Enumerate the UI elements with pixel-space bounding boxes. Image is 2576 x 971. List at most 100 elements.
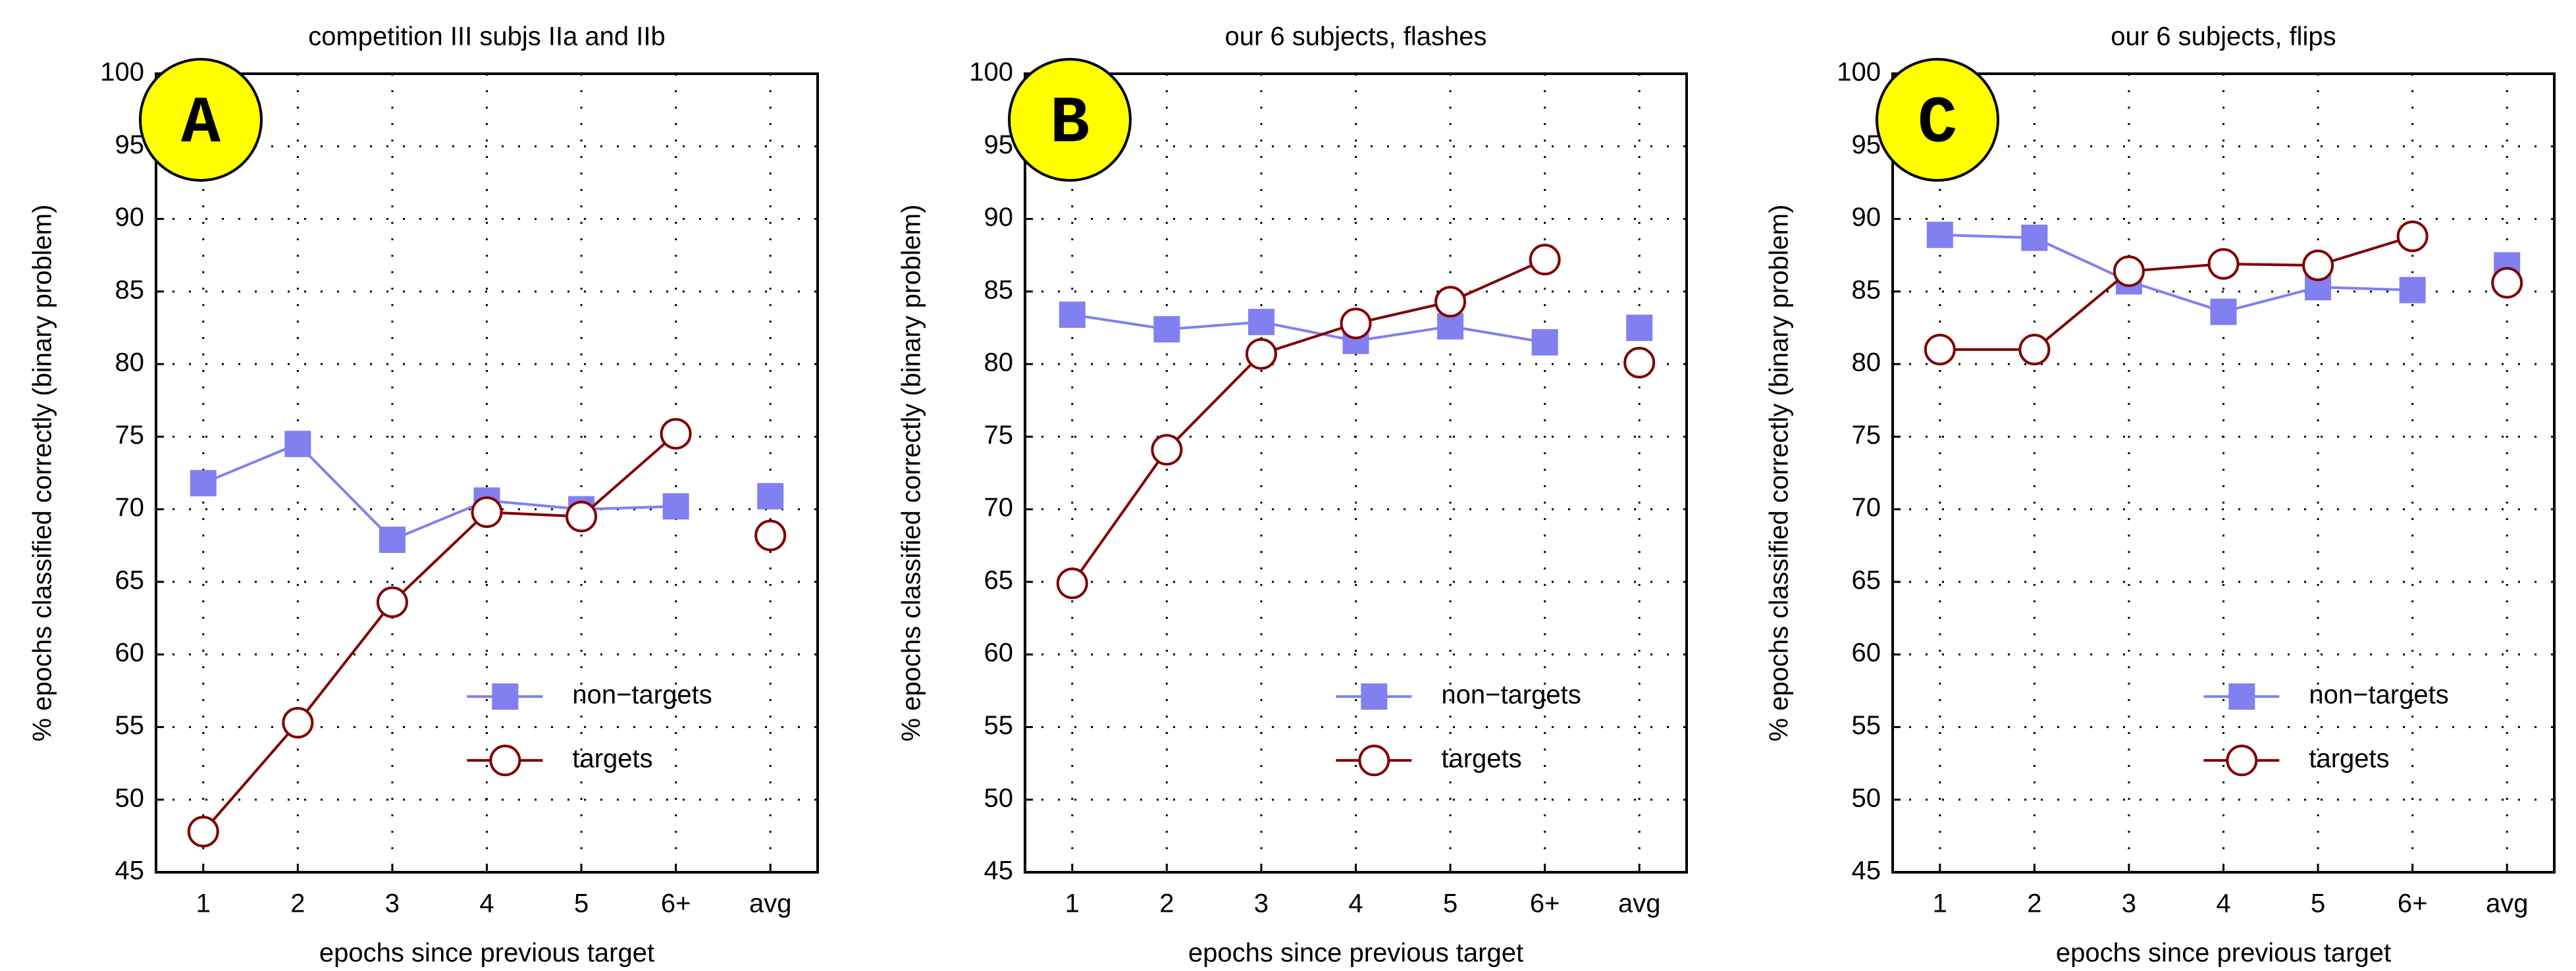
panel-badge xyxy=(1008,58,1132,182)
data-point xyxy=(376,586,408,618)
legend-label: non−targets xyxy=(572,681,712,710)
data-point xyxy=(1340,307,1372,340)
chart-title: competition III subjs IIa and IIb xyxy=(308,22,666,51)
y-tick-label: 50 xyxy=(984,783,1014,812)
data-point xyxy=(1626,314,1653,341)
y-tick-label: 90 xyxy=(1852,203,1881,232)
data-point xyxy=(2396,221,2429,253)
y-tick-label: 80 xyxy=(1852,348,1881,377)
data-point xyxy=(1623,346,1656,379)
data-point xyxy=(1926,221,1953,248)
y-tick-label: 60 xyxy=(1852,639,1881,668)
panel-label: A xyxy=(181,87,221,161)
x-axis-label: epochs since previous target xyxy=(2056,939,2391,968)
data-point xyxy=(471,496,503,529)
y-tick-label: 50 xyxy=(1852,783,1881,812)
x-tick-label: avg xyxy=(1618,889,1661,918)
x-tick-label: 3 xyxy=(385,889,400,918)
y-axis-label: % epochs classified correctly (binary pr… xyxy=(28,205,57,742)
y-tick-label: 45 xyxy=(1852,856,1881,885)
data-point xyxy=(1924,334,1956,366)
data-point xyxy=(1434,286,1467,318)
y-tick-label: 95 xyxy=(115,130,145,159)
x-axis-label: epochs since previous target xyxy=(319,939,654,968)
x-axis-label: epochs since previous target xyxy=(1188,939,1523,968)
data-point xyxy=(284,431,311,458)
y-tick-label: 55 xyxy=(1852,711,1881,740)
plot-frame xyxy=(155,72,819,874)
x-tick-label: 3 xyxy=(2122,889,2136,918)
panel-badge xyxy=(139,58,263,182)
x-tick-label: 2 xyxy=(290,889,305,918)
y-axis-label: % epochs classified correctly (binary pr… xyxy=(897,205,926,742)
y-tick-label: 75 xyxy=(1852,421,1881,450)
series-line xyxy=(202,433,677,833)
legend-marker xyxy=(2228,683,2255,710)
legend-label: non−targets xyxy=(2309,681,2448,710)
legend-marker xyxy=(489,745,521,777)
x-tick-label: 5 xyxy=(2311,889,2325,918)
data-point xyxy=(1529,244,1561,276)
y-tick-label: 100 xyxy=(969,58,1013,87)
data-point xyxy=(662,493,689,520)
data-point xyxy=(2210,298,2237,325)
x-tick-label: 5 xyxy=(1443,889,1458,918)
panel-badge xyxy=(1876,58,1999,182)
data-point xyxy=(1056,567,1088,600)
y-tick-label: 70 xyxy=(984,493,1014,522)
legend-marker xyxy=(2226,745,2258,777)
data-point xyxy=(2399,276,2426,303)
x-tick-label: 2 xyxy=(1159,889,1174,918)
y-tick-label: 45 xyxy=(984,856,1014,885)
data-point xyxy=(187,816,219,848)
y-tick-label: 75 xyxy=(115,421,145,450)
y-tick-label: 55 xyxy=(984,711,1014,740)
data-point xyxy=(2302,249,2334,282)
y-tick-label: 65 xyxy=(984,565,1014,594)
data-point xyxy=(1059,302,1086,328)
chart-title: our 6 subjects, flips xyxy=(2111,22,2336,51)
y-tick-label: 65 xyxy=(1852,565,1881,594)
series-line xyxy=(1072,313,1545,344)
data-point xyxy=(1245,338,1277,370)
data-point xyxy=(1248,309,1275,336)
series-line xyxy=(1939,235,2413,352)
y-tick-label: 80 xyxy=(984,348,1014,377)
y-tick-label: 90 xyxy=(984,203,1014,232)
legend-marker xyxy=(1358,745,1390,777)
y-tick-label: 65 xyxy=(115,565,145,594)
x-tick-label: avg xyxy=(2486,889,2529,918)
data-point xyxy=(565,500,598,533)
data-point xyxy=(2018,334,2051,366)
y-tick-label: 60 xyxy=(115,639,145,668)
legend-label: targets xyxy=(2309,745,2389,774)
y-tick-label: 70 xyxy=(1852,493,1881,522)
y-tick-label: 85 xyxy=(984,275,1014,304)
y-axis-label: % epochs classified correctly (binary pr… xyxy=(1765,205,1794,742)
y-tick-label: 95 xyxy=(984,130,1014,159)
y-tick-label: 45 xyxy=(115,856,145,885)
data-point xyxy=(2113,255,2145,287)
x-tick-label: 1 xyxy=(1065,889,1080,918)
x-tick-label: 4 xyxy=(1348,889,1363,918)
data-point xyxy=(379,526,406,553)
x-tick-label: 1 xyxy=(1933,889,1947,918)
legend-marker xyxy=(1361,683,1388,710)
x-tick-label: 4 xyxy=(2216,889,2230,918)
x-tick-label: 1 xyxy=(196,889,211,918)
data-point xyxy=(660,417,692,450)
y-tick-label: 80 xyxy=(115,348,145,377)
y-tick-label: 100 xyxy=(100,58,144,87)
y-tick-label: 70 xyxy=(115,493,145,522)
plot-frame xyxy=(1891,72,2556,874)
plot-frame xyxy=(1024,72,1688,874)
data-point xyxy=(2491,267,2523,299)
y-tick-label: 85 xyxy=(115,275,145,304)
data-point xyxy=(2021,224,2048,251)
x-tick-label: 3 xyxy=(1254,889,1269,918)
y-tick-label: 60 xyxy=(984,639,1014,668)
x-tick-label: 6+ xyxy=(661,889,691,918)
legend-label: targets xyxy=(572,745,652,774)
series-line xyxy=(1939,233,2413,313)
legend-label: non−targets xyxy=(1441,681,1581,710)
